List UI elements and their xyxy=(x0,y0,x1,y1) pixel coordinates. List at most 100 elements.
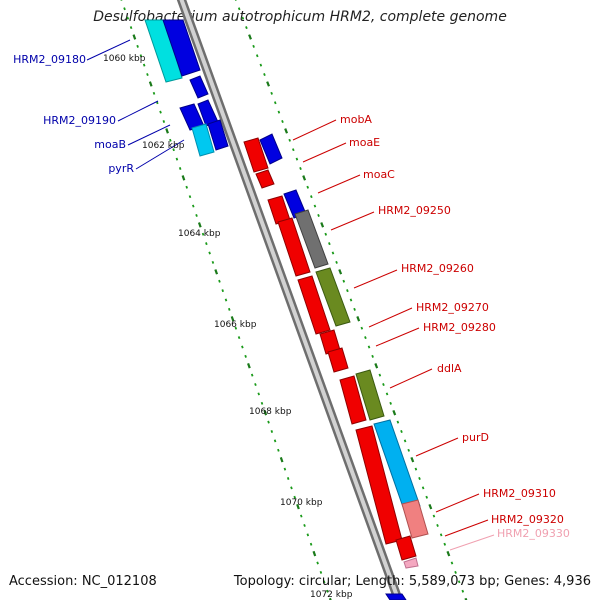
gene-label[interactable]: HRM2_09310 xyxy=(483,487,556,500)
ruler-tick xyxy=(283,467,287,471)
ruler-tick xyxy=(218,279,221,283)
ruler-tick xyxy=(129,26,133,30)
gene-arrow-red-5[interactable] xyxy=(339,375,367,425)
ruler-tick xyxy=(273,439,277,443)
ruler-tick xyxy=(356,316,361,322)
ruler-tick xyxy=(296,503,300,510)
ruler-ticks xyxy=(120,0,468,600)
gene-arrow-cyan[interactable] xyxy=(144,19,183,83)
gene-arrow-HRM2_09320[interactable] xyxy=(395,535,417,561)
gene-arrow-HRM2_09260[interactable] xyxy=(315,267,351,327)
ruler-tick xyxy=(335,260,338,264)
ruler-tick xyxy=(221,289,224,293)
ruler-tick xyxy=(418,476,421,480)
ruler-tick xyxy=(165,128,169,134)
ruler-tick xyxy=(295,157,299,161)
ruler-tick xyxy=(188,195,192,199)
ruler-tick xyxy=(443,542,447,546)
ruler-tick xyxy=(300,514,303,518)
ruler-tick xyxy=(172,148,175,152)
ruler-tick xyxy=(396,420,400,424)
ruler-tick xyxy=(374,363,379,369)
ruler-tick xyxy=(148,81,153,87)
ruler-tick xyxy=(277,448,280,452)
ruler-tick xyxy=(320,222,325,228)
gene-label[interactable]: mobA xyxy=(340,113,372,126)
gene-label[interactable]: HRM2_09260 xyxy=(401,262,474,275)
genome-backbone xyxy=(176,0,404,600)
ruler-tick xyxy=(382,383,385,387)
ruler-tick xyxy=(244,354,247,358)
gene-arrow-red-4[interactable] xyxy=(297,275,331,335)
ruler-tick xyxy=(159,110,162,114)
gene-arrow-HRM2_09180[interactable] xyxy=(162,19,201,77)
gene-label[interactable]: HRM2_09280 xyxy=(423,321,496,334)
gene-label[interactable]: HRM2_09180 xyxy=(13,53,86,66)
ruler-tick xyxy=(234,326,238,330)
ruler-tick xyxy=(288,138,291,142)
gene-label[interactable]: HRM2_09250 xyxy=(378,204,451,217)
ruler-tick xyxy=(432,514,436,518)
ruler-tick xyxy=(197,222,202,228)
ruler-tick xyxy=(349,298,353,302)
gene-label[interactable]: ddlA xyxy=(437,362,462,375)
gene-arrow-HRM2_09330[interactable] xyxy=(403,557,419,569)
ruler-tick xyxy=(436,523,439,527)
ruler-tick xyxy=(178,167,182,170)
ruler-tick xyxy=(385,392,389,396)
ruler-tick xyxy=(306,185,310,189)
scale-label: 1062 kbp xyxy=(142,141,185,151)
gene-arrow-ddlA[interactable] xyxy=(355,369,385,421)
ruler-tick xyxy=(367,345,371,349)
gene-label[interactable]: pyrR xyxy=(108,162,134,175)
gene-label[interactable]: moaB xyxy=(94,138,126,151)
ruler-tick xyxy=(277,110,281,114)
ruler-tick xyxy=(142,63,146,67)
ruler-tick xyxy=(281,120,284,124)
ruler-tick xyxy=(342,279,346,283)
gene-label[interactable]: HRM2_09190 xyxy=(43,114,116,127)
gene-label[interactable]: HRM2_09320 xyxy=(491,513,564,526)
ruler-tick xyxy=(446,550,451,557)
ruler-tick xyxy=(257,392,260,396)
gene-arrow-HRM2_09280[interactable] xyxy=(327,347,349,373)
gene-label[interactable]: moaC xyxy=(363,168,395,181)
gene-arrow-mobA[interactable] xyxy=(259,133,283,165)
scale-label: 1070 kbp xyxy=(280,498,323,508)
ruler-tick xyxy=(322,580,326,584)
ruler-tick xyxy=(224,298,228,302)
ruler-tick xyxy=(228,307,231,311)
ruler-tick xyxy=(346,289,349,293)
ruler-tick xyxy=(299,166,302,170)
ruler-tick xyxy=(120,0,123,1)
gene-label[interactable]: HRM2_09330 xyxy=(497,527,570,540)
gene-arrow-red-1[interactable] xyxy=(243,137,269,173)
gene-arrow-HRM2_09250[interactable] xyxy=(294,209,329,269)
forward-strand-genes xyxy=(243,133,429,600)
ruler-tick xyxy=(175,157,179,161)
ruler-tick xyxy=(328,242,331,246)
ruler-tick xyxy=(263,410,268,416)
gene-arrow-blue-small[interactable] xyxy=(189,75,209,99)
ruler-tick xyxy=(250,373,254,377)
gene-arrow-blue-right[interactable] xyxy=(207,119,229,151)
ruler-tick xyxy=(126,16,130,20)
ruler-tick xyxy=(181,175,186,181)
gene-arrow-pyrR[interactable] xyxy=(191,123,215,157)
ruler-tick xyxy=(169,138,172,142)
ruler-tick xyxy=(292,148,295,152)
ruler-tick xyxy=(279,456,284,463)
gene-arrow-red-3[interactable] xyxy=(277,217,311,277)
gene-label[interactable]: moaE xyxy=(349,136,380,149)
gene-label[interactable]: HRM2_09270 xyxy=(416,301,489,314)
ruler-tick xyxy=(192,204,195,208)
gene-arrow-HRM2_09310[interactable] xyxy=(401,499,429,539)
gene-arrow-bottom-blue[interactable] xyxy=(385,593,407,600)
ruler-tick xyxy=(195,213,198,217)
ruler-tick xyxy=(306,533,310,537)
gene-label[interactable]: purD xyxy=(462,431,489,444)
gene-arrow-moaE[interactable] xyxy=(255,169,275,189)
ruler-tick xyxy=(414,467,418,471)
